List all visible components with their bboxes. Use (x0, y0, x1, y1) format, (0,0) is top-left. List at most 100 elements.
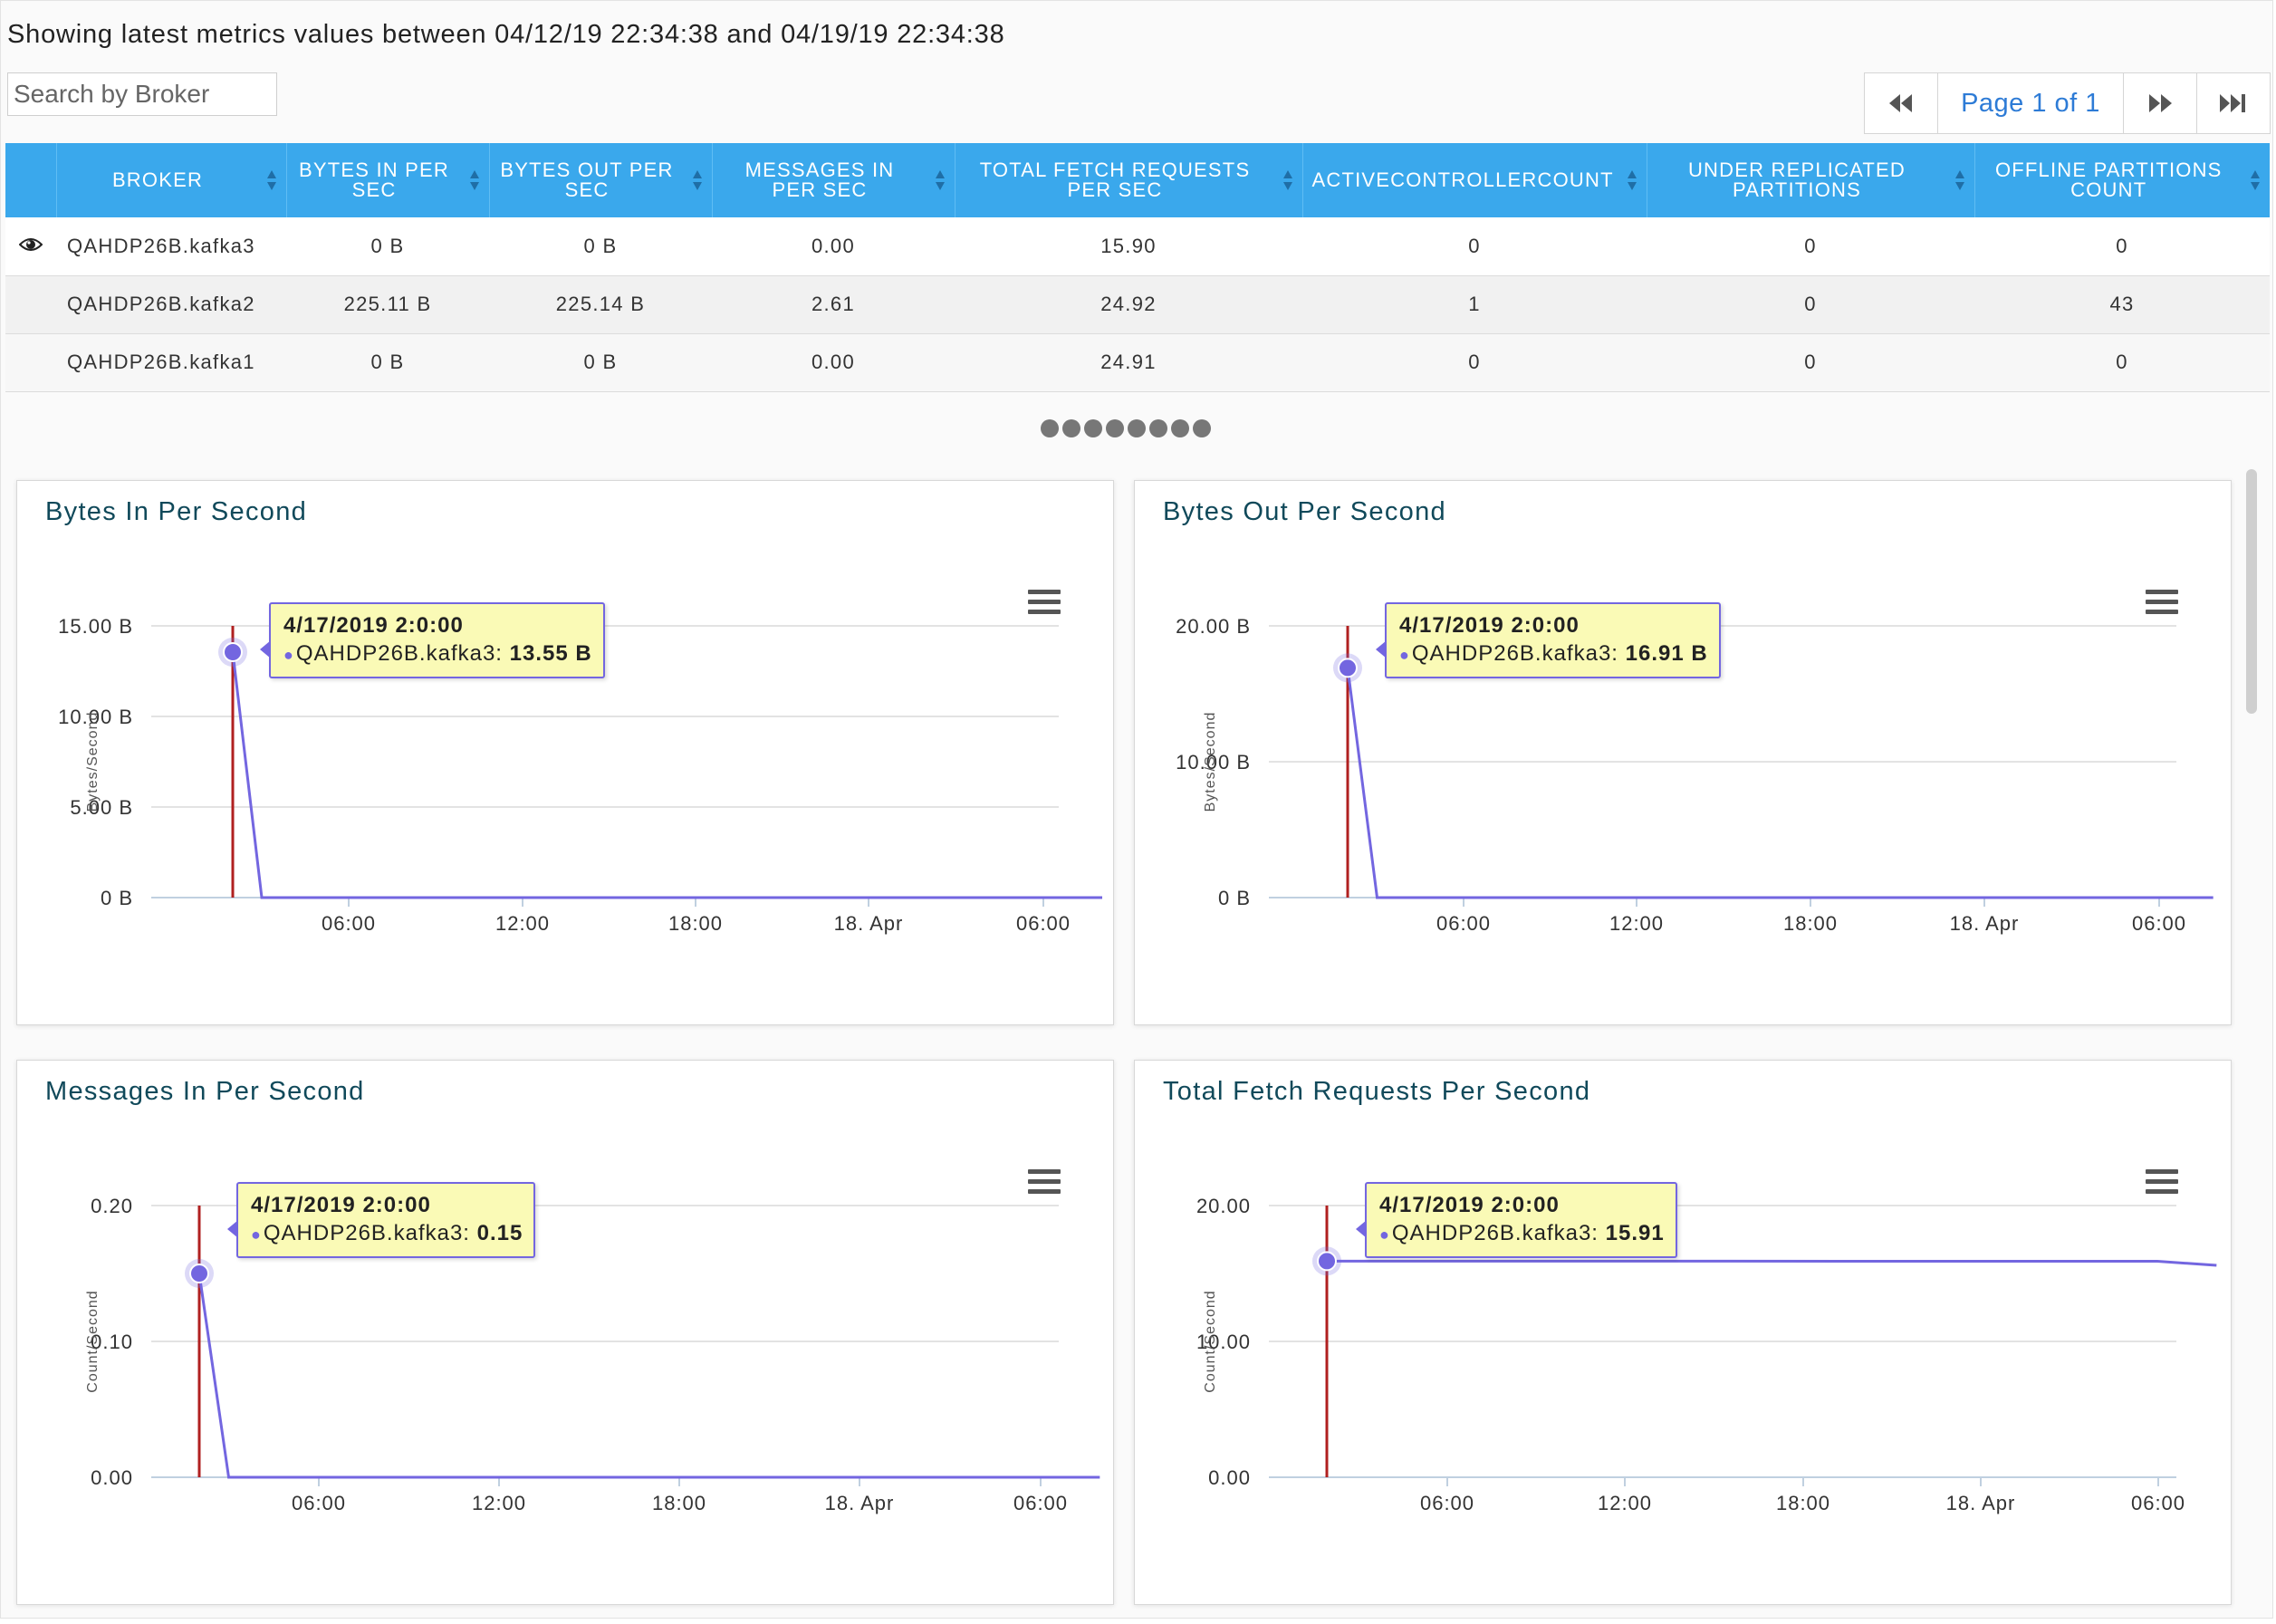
table-cell: 24.92 (1100, 293, 1157, 315)
chart-plot: 0 B 10.00 B 20.00 B Bytes/Second 06:00 12:00 1… (1176, 615, 2214, 935)
search-broker-input[interactable] (7, 72, 277, 116)
carousel-dot[interactable] (1128, 419, 1146, 437)
chart-panel: Total Fetch Requests Per Second 0.00 10.0… (1134, 1060, 2232, 1605)
carousel-dot[interactable] (1041, 419, 1059, 437)
y-tick-label: 10.00 B (58, 706, 133, 728)
carousel-dot[interactable] (1106, 419, 1124, 437)
x-tick-label: 18. Apr (1950, 912, 2020, 935)
series-marker-icon: ● (1399, 646, 1410, 664)
y-axis-title: Count/Second (85, 1290, 101, 1392)
chart-menu-icon[interactable] (1028, 1169, 1061, 1195)
table-row[interactable]: QAHDP26B.kafka3 0 B 0 B 0.00 15.90 0 0 0 (5, 217, 2270, 275)
series-line (1326, 1259, 2217, 1267)
x-tick-label: 06:00 (1013, 1492, 1068, 1514)
table-cell: 24.91 (1100, 351, 1157, 373)
y-tick-label: 10.00 B (1176, 751, 1251, 774)
carousel-dot[interactable] (1193, 419, 1211, 437)
sort-icon (2251, 170, 2260, 190)
eye-icon (18, 237, 43, 251)
table-cell: 0 (1804, 351, 1817, 373)
column-header[interactable]: ACTIVECONTROLLERCOUNT (1302, 143, 1647, 217)
tooltip-value: 13.55 B (509, 641, 592, 666)
sort-icon (1282, 170, 1292, 190)
chart-menu-icon[interactable] (1028, 590, 1061, 615)
tooltip-value: 16.91 B (1625, 641, 1708, 666)
next-page-icon (2149, 94, 2172, 112)
table-cell: 0 (1468, 351, 1481, 373)
x-tick-label: 18:00 (668, 912, 723, 935)
x-tick-label: 06:00 (1436, 912, 1491, 935)
y-tick-label: 0.00 (1208, 1466, 1251, 1489)
column-header[interactable]: TOTAL FETCH REQUESTS PER SEC (955, 143, 1303, 217)
broker-cell: QAHDP26B.kafka2 (67, 293, 255, 315)
tooltip-series: QAHDP26B.kafka3: (295, 641, 503, 666)
charts-scrollbar-thumb[interactable] (2246, 469, 2257, 714)
y-axis-title: Bytes/Second (1203, 712, 1218, 812)
table-cell: 2.61 (811, 293, 856, 315)
x-tick-label: 12:00 (495, 912, 550, 935)
table-cell: 0 B (583, 351, 618, 373)
x-tick-label: 06:00 (292, 1492, 346, 1514)
tooltip-value: 15.91 (1605, 1221, 1665, 1245)
column-header[interactable]: OFFLINE PARTITIONS COUNT (1974, 143, 2270, 217)
carousel-dot[interactable] (1149, 419, 1167, 437)
chart-panel: Messages In Per Second 0.00 0.10 0.20 Count… (16, 1060, 1114, 1605)
x-tick-label: 18:00 (1776, 1492, 1830, 1514)
x-tick-label: 18. Apr (1946, 1492, 2016, 1514)
carousel-dot[interactable] (1062, 419, 1080, 437)
y-tick-label: 20.00 (1196, 1195, 1251, 1217)
chart-menu-icon[interactable] (2146, 1169, 2178, 1195)
carousel-dot[interactable] (1171, 419, 1189, 437)
sort-icon (935, 170, 945, 190)
table-cell: 0 (1468, 234, 1481, 257)
y-tick-label: 15.00 B (58, 615, 133, 638)
first-page-button[interactable] (1865, 73, 1938, 133)
data-point (1338, 658, 1358, 678)
column-header[interactable]: BYTES IN PER SEC (286, 143, 490, 217)
tooltip-series: QAHDP26B.kafka3: (263, 1221, 470, 1245)
last-page-button[interactable] (2197, 73, 2270, 133)
x-tick-label: 06:00 (1016, 912, 1071, 935)
tooltip-date: 4/17/2019 2:0:00 (1399, 613, 1580, 638)
tooltip-date: 4/17/2019 2:0:00 (251, 1193, 431, 1217)
y-tick-label: 5.00 B (70, 796, 133, 819)
dots-icon[interactable] (1041, 419, 1211, 437)
carousel-dot[interactable] (1084, 419, 1102, 437)
table-row[interactable]: QAHDP26B.kafka1 0 B 0 B 0.00 24.91 0 0 0 (5, 333, 2270, 391)
chart-menu-icon[interactable] (2146, 590, 2178, 615)
y-tick-label: 0 B (101, 887, 133, 909)
series-marker-icon: ● (251, 1225, 262, 1244)
tooltip-value: 0.15 (476, 1221, 523, 1245)
chart-plot: 0.00 10.00 20.00 Count/Second 06:00 12:00 18:0… (1196, 1195, 2217, 1514)
chart-title: Total Fetch Requests Per Second (1163, 1077, 1591, 1106)
broker-cell: QAHDP26B.kafka1 (67, 351, 255, 373)
x-tick-label: 12:00 (472, 1492, 526, 1514)
data-point (1317, 1251, 1337, 1272)
x-tick-label: 06:00 (2132, 912, 2186, 935)
chart-plot: 0.00 0.10 0.20 Count/Second 06:00 12:00 18:00 1… (85, 1195, 1100, 1514)
chart-panel: Bytes In Per Second 0 B 5.00 B 10.00 B 15.0… (16, 480, 1114, 1025)
column-header[interactable]: BROKER (56, 143, 287, 217)
column-header[interactable]: MESSAGES IN PER SEC (712, 143, 956, 217)
tooltip-series: QAHDP26B.kafka3: (1411, 641, 1618, 666)
table-cell: 0 B (583, 234, 618, 257)
chart-panel: Bytes Out Per Second 0 B 10.00 B 20.00 B By… (1134, 480, 2232, 1025)
table-cell: 0 (2116, 351, 2128, 373)
table-cell: 0 (1804, 234, 1817, 257)
sort-icon (266, 170, 276, 190)
tooltip-date: 4/17/2019 2:0:00 (283, 613, 464, 638)
chart-tooltip: 4/17/2019 2:0:00 ●QAHDP26B.kafka3: 0.15 (227, 1182, 536, 1258)
series-marker-icon: ● (283, 646, 294, 664)
data-point (223, 642, 243, 662)
table-cell: 225.11 B (343, 293, 432, 315)
x-tick-label: 06:00 (322, 912, 376, 935)
table-cell: 0 B (370, 351, 405, 373)
column-header[interactable]: BYTES OUT PER SEC (489, 143, 713, 217)
last-page-icon (2220, 94, 2245, 112)
row-selected-indicator (5, 217, 56, 275)
column-header[interactable]: UNDER REPLICATED PARTITIONS (1647, 143, 1975, 217)
tooltip-series: QAHDP26B.kafka3: (1391, 1221, 1599, 1245)
next-page-button[interactable] (2124, 73, 2197, 133)
table-row[interactable]: QAHDP26B.kafka2 225.11 B 225.14 B 2.61 2… (5, 275, 2270, 333)
